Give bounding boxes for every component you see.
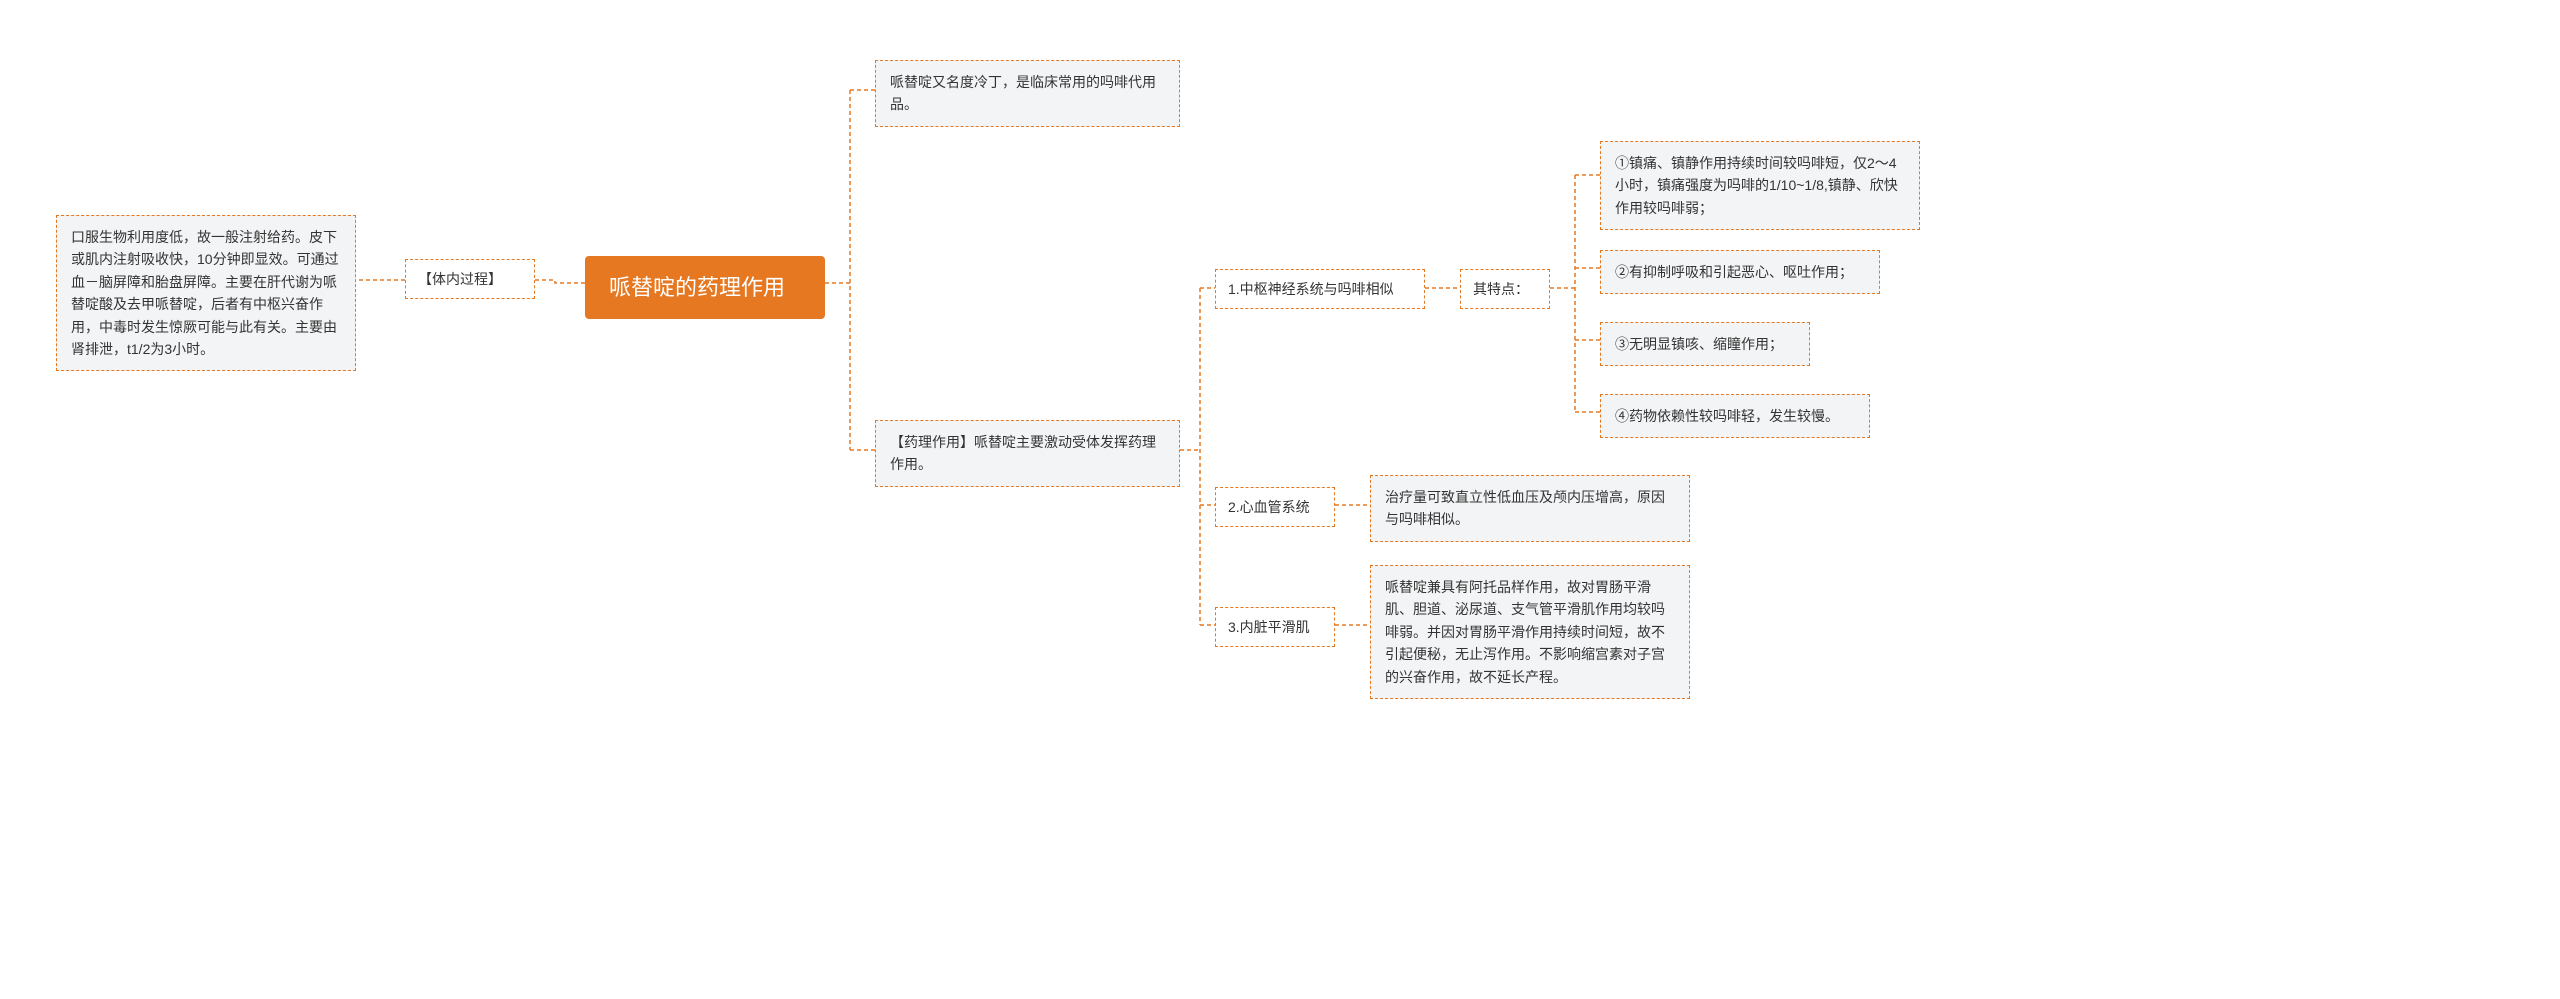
pharm-text: 【药理作用】哌替啶主要激动受体发挥药理作用。 (890, 434, 1156, 472)
feature-2-text: ②有抑制呼吸和引起恶心、呕吐作用； (1615, 264, 1853, 280)
node-cardio-detail[interactable]: 治疗量可致直立性低血压及颅内压增高，原因与吗啡相似。 (1370, 475, 1690, 542)
visceral-detail-text: 哌替啶兼具有阿托品样作用，故对胃肠平滑肌、胆道、泌尿道、支气管平滑肌作用均较吗啡… (1385, 579, 1665, 685)
branch-cns-text: 1.中枢神经系统与吗啡相似 (1228, 281, 1394, 297)
center-node[interactable]: 哌替啶的药理作用 (585, 256, 825, 319)
node-features-label[interactable]: 其特点： (1460, 269, 1550, 309)
node-feature-3[interactable]: ③无明显镇咳、缩瞳作用； (1600, 322, 1810, 366)
node-visceral-detail[interactable]: 哌替啶兼具有阿托品样作用，故对胃肠平滑肌、胆道、泌尿道、支气管平滑肌作用均较吗啡… (1370, 565, 1690, 699)
feature-3-text: ③无明显镇咳、缩瞳作用； (1615, 336, 1783, 352)
feature-4-text: ④药物依赖性较吗啡轻，发生较慢。 (1615, 408, 1839, 424)
intro-text: 哌替啶又名度冷丁，是临床常用的吗啡代用品。 (890, 74, 1156, 112)
branch-cardio-text: 2.心血管系统 (1228, 499, 1310, 515)
branch-visceral-text: 3.内脏平滑肌 (1228, 619, 1310, 635)
node-branch-cns[interactable]: 1.中枢神经系统与吗啡相似 (1215, 269, 1425, 309)
node-feature-4[interactable]: ④药物依赖性较吗啡轻，发生较慢。 (1600, 394, 1870, 438)
in-vivo-detail-text: 口服生物利用度低，故一般注射给药。皮下或肌内注射吸收快，10分钟即显效。可通过血… (71, 229, 339, 357)
features-label-text: 其特点： (1473, 281, 1529, 297)
node-branch-cardio[interactable]: 2.心血管系统 (1215, 487, 1335, 527)
in-vivo-label: 【体内过程】 (418, 271, 502, 287)
cardio-detail-text: 治疗量可致直立性低血压及颅内压增高，原因与吗啡相似。 (1385, 489, 1665, 527)
node-intro[interactable]: 哌替啶又名度冷丁，是临床常用的吗啡代用品。 (875, 60, 1180, 127)
node-feature-2[interactable]: ②有抑制呼吸和引起恶心、呕吐作用； (1600, 250, 1880, 294)
node-pharm[interactable]: 【药理作用】哌替啶主要激动受体发挥药理作用。 (875, 420, 1180, 487)
node-feature-1[interactable]: ①镇痛、镇静作用持续时间较吗啡短，仅2～4小时，镇痛强度为吗啡的1/10~1/8… (1600, 141, 1920, 230)
node-branch-visceral[interactable]: 3.内脏平滑肌 (1215, 607, 1335, 647)
node-in-vivo[interactable]: 【体内过程】 (405, 259, 535, 299)
feature-1-text: ①镇痛、镇静作用持续时间较吗啡短，仅2～4小时，镇痛强度为吗啡的1/10~1/8… (1615, 155, 1898, 216)
node-in-vivo-detail[interactable]: 口服生物利用度低，故一般注射给药。皮下或肌内注射吸收快，10分钟即显效。可通过血… (56, 215, 356, 371)
center-label: 哌替啶的药理作用 (609, 275, 785, 300)
